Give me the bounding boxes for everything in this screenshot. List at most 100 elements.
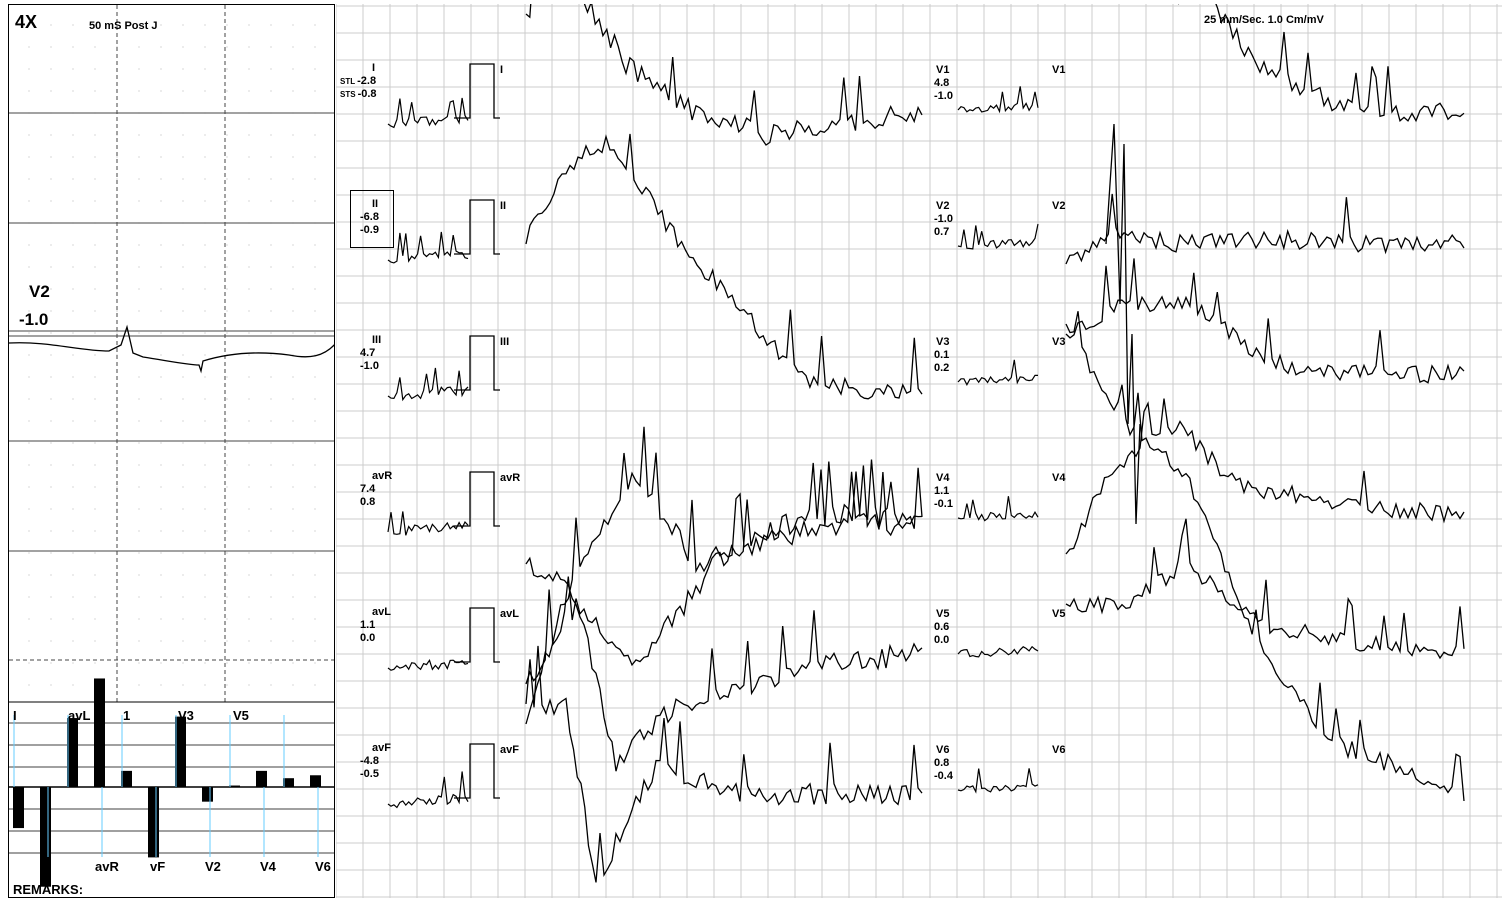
grid-dot bbox=[138, 288, 140, 290]
grid-dot bbox=[50, 288, 52, 290]
grid-dot bbox=[160, 618, 162, 620]
grid-dot bbox=[270, 134, 272, 136]
st-bar bbox=[229, 785, 240, 787]
grid-dot bbox=[28, 244, 30, 246]
grid-dot bbox=[204, 442, 206, 444]
grid-dot bbox=[270, 288, 272, 290]
limb-lead-trace bbox=[525, 645, 923, 883]
grid-dot bbox=[248, 156, 250, 158]
grid-dot bbox=[50, 354, 52, 356]
grid-dot bbox=[314, 640, 316, 642]
grid-dot bbox=[72, 310, 74, 312]
measurement-point-label: 50 mS Post J bbox=[89, 20, 158, 32]
st-slope-value: -0.4 bbox=[934, 770, 953, 782]
grid-dot bbox=[314, 596, 316, 598]
grid-dot bbox=[160, 46, 162, 48]
st-bar bbox=[310, 775, 321, 787]
grid-dot bbox=[292, 68, 294, 70]
grid-dot bbox=[314, 134, 316, 136]
st-bar bbox=[67, 718, 78, 787]
lead-name-label: V1 bbox=[1052, 64, 1066, 76]
grid-dot bbox=[138, 244, 140, 246]
grid-dot bbox=[226, 24, 228, 26]
grid-dot bbox=[226, 134, 228, 136]
lead-name-label: V6 bbox=[936, 744, 950, 756]
grid-dot bbox=[94, 464, 96, 466]
left-grid bbox=[9, 5, 334, 887]
grid-dot bbox=[270, 90, 272, 92]
st-bar bbox=[94, 678, 105, 787]
grid-dot bbox=[94, 574, 96, 576]
grid-dot bbox=[160, 288, 162, 290]
grid-dot bbox=[50, 618, 52, 620]
grid-dot bbox=[138, 684, 140, 686]
focus-lead-label: V2 bbox=[29, 282, 50, 301]
grid-dot bbox=[270, 662, 272, 664]
grid-dot bbox=[116, 24, 118, 26]
grid-dot bbox=[28, 90, 30, 92]
grid-dot bbox=[116, 640, 118, 642]
grid-dot bbox=[28, 552, 30, 554]
grid-dot bbox=[182, 24, 184, 26]
grid-dot bbox=[248, 552, 250, 554]
grid-dot bbox=[94, 442, 96, 444]
grid-dot bbox=[138, 486, 140, 488]
median-beat-trace bbox=[957, 359, 1039, 386]
grid-dot bbox=[94, 398, 96, 400]
grid-dot bbox=[292, 24, 294, 26]
grid-dot bbox=[160, 398, 162, 400]
grid-dot bbox=[94, 332, 96, 334]
median-beat-trace bbox=[957, 768, 1039, 794]
grid-dot bbox=[94, 134, 96, 136]
grid-dot bbox=[314, 156, 316, 158]
grid-dot bbox=[292, 552, 294, 554]
median-beat-trace bbox=[387, 771, 469, 809]
grid-dot bbox=[314, 684, 316, 686]
grid-dot bbox=[204, 552, 206, 554]
grid-dot bbox=[314, 486, 316, 488]
grid-dot bbox=[94, 486, 96, 488]
grid-dot bbox=[72, 486, 74, 488]
grid-dot bbox=[72, 90, 74, 92]
st-level-value: -1.0 bbox=[934, 213, 953, 225]
grid-dot bbox=[226, 332, 228, 334]
grid-dot bbox=[314, 46, 316, 48]
bar-label-top: avL bbox=[68, 708, 91, 723]
grid-dot bbox=[50, 552, 52, 554]
calibration-pulse bbox=[454, 607, 500, 663]
st-level-value: 7.4 bbox=[360, 483, 376, 495]
grid-dot bbox=[138, 442, 140, 444]
stl-label: STL bbox=[340, 77, 356, 86]
grid-dot bbox=[50, 134, 52, 136]
grid-dot bbox=[94, 596, 96, 598]
grid-dot bbox=[204, 464, 206, 466]
st-bar bbox=[148, 787, 159, 858]
grid-dot bbox=[226, 684, 228, 686]
grid-dot bbox=[72, 266, 74, 268]
magnification-label: 4X bbox=[15, 12, 38, 32]
grid-dot bbox=[182, 420, 184, 422]
grid-dot bbox=[50, 156, 52, 158]
grid-dot bbox=[72, 178, 74, 180]
grid-dot bbox=[248, 398, 250, 400]
grid-dot bbox=[248, 244, 250, 246]
grid-dot bbox=[138, 596, 140, 598]
grid-dot bbox=[72, 596, 74, 598]
grid-dot bbox=[204, 68, 206, 70]
grid-dot bbox=[204, 530, 206, 532]
calibration-pulse bbox=[454, 743, 500, 799]
grid-dot bbox=[226, 464, 228, 466]
grid-dot bbox=[204, 156, 206, 158]
grid-dot bbox=[50, 530, 52, 532]
grid-dot bbox=[270, 640, 272, 642]
grid-dot bbox=[182, 288, 184, 290]
grid-dot bbox=[204, 266, 206, 268]
grid-dot bbox=[50, 640, 52, 642]
grid-dot bbox=[248, 310, 250, 312]
grid-dot bbox=[248, 684, 250, 686]
focus-lead-value: -1.0 bbox=[19, 310, 49, 329]
grid-dot bbox=[28, 398, 30, 400]
grid-dot bbox=[182, 662, 184, 664]
grid-dot bbox=[160, 68, 162, 70]
grid-dot bbox=[28, 46, 30, 48]
